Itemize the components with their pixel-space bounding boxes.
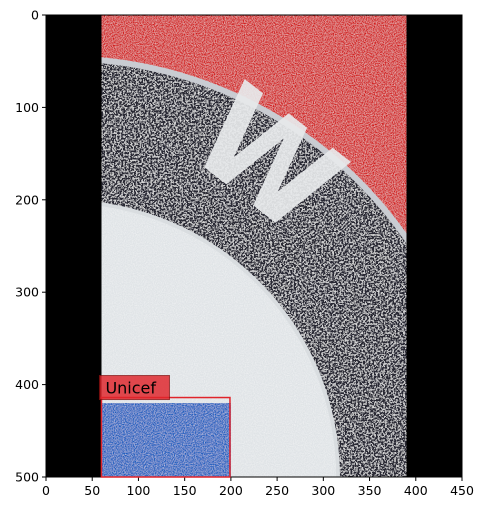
x-tick-label: 50 <box>84 483 100 498</box>
x-tick-label: 150 <box>173 483 197 498</box>
detection-label: Unicef <box>105 379 156 398</box>
x-tick-label: 0 <box>42 483 50 498</box>
x-tick-label: 250 <box>265 483 289 498</box>
y-axis: 0 100 200 300 400 500 <box>15 8 46 485</box>
x-tick-label: 300 <box>311 483 335 498</box>
x-tick-label: 100 <box>127 483 151 498</box>
y-tick-label: 400 <box>15 377 39 392</box>
y-tick-label: 500 <box>15 470 39 485</box>
badge-blue-quadrant <box>101 403 231 477</box>
x-tick-label: 450 <box>450 483 474 498</box>
axes-frame <box>45 14 463 478</box>
x-tick-label: 350 <box>358 483 382 498</box>
y-tick-label: 200 <box>15 192 39 207</box>
detection-label-background <box>98 375 170 401</box>
detection-overlay: Unicef <box>98 375 231 478</box>
y-tick-label: 100 <box>15 100 39 115</box>
x-tick-label: 400 <box>404 483 428 498</box>
photo: W <box>46 15 462 477</box>
x-tick-label: 200 <box>219 483 243 498</box>
x-axis: 0 50 100 150 200 250 300 350 400 450 <box>42 477 474 498</box>
y-tick-label: 0 <box>31 8 39 23</box>
y-tick-label: 300 <box>15 285 39 300</box>
